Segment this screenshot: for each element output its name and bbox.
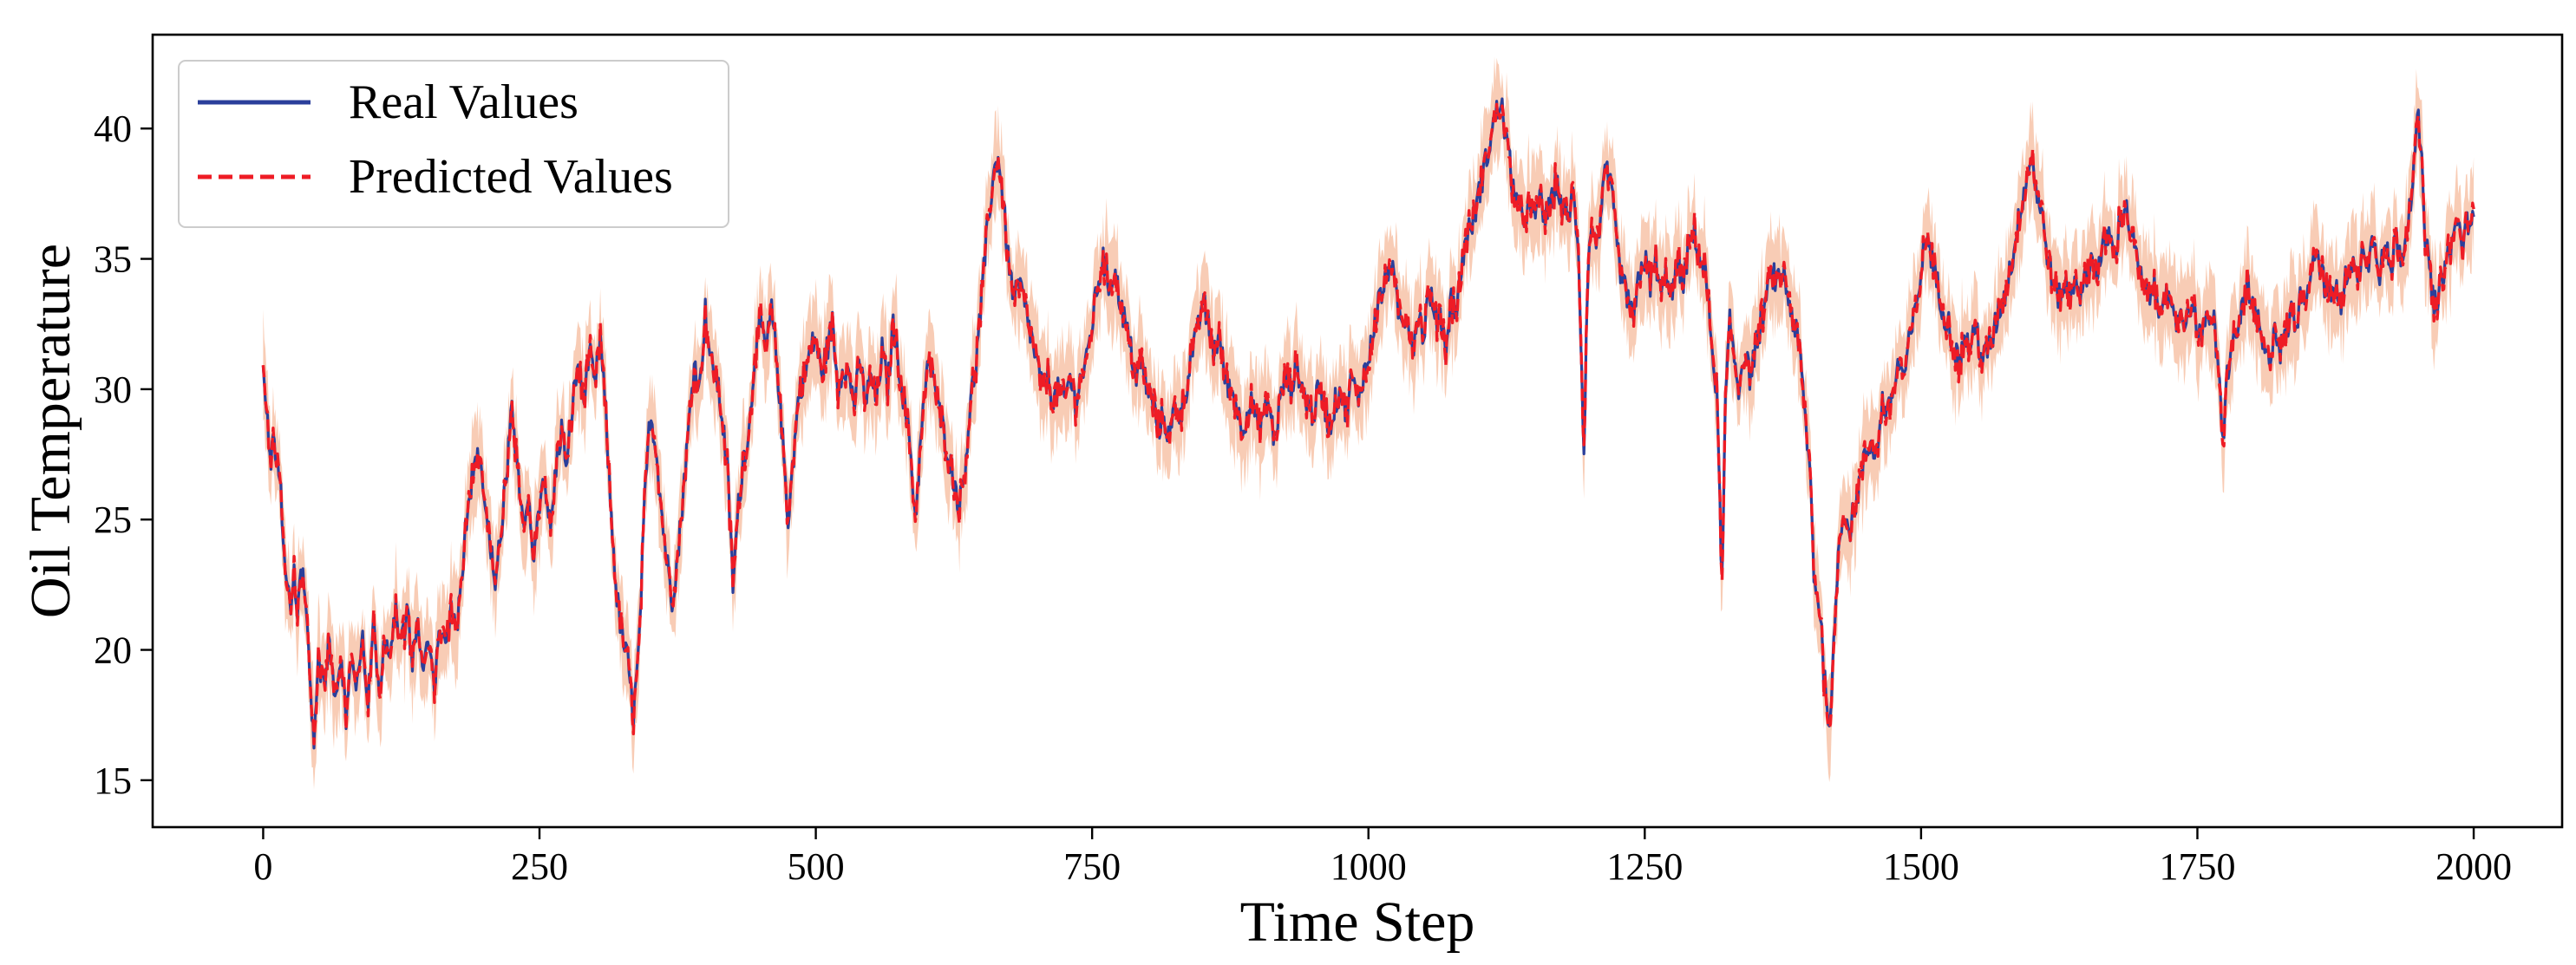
y-tick-label: 15 xyxy=(94,760,132,802)
y-tick-label: 35 xyxy=(94,238,132,281)
x-tick-label: 1250 xyxy=(1606,845,1683,888)
legend-real-label: Real Values xyxy=(349,75,579,129)
x-tick-label: 750 xyxy=(1063,845,1121,888)
x-tick-label: 1000 xyxy=(1330,845,1407,888)
x-tick-label: 500 xyxy=(788,845,845,888)
series-predicted-values-line xyxy=(261,102,2475,746)
y-tick-label: 20 xyxy=(94,629,132,672)
y-axis-title: Oil Temperature xyxy=(19,244,82,618)
axes: 0 250 500 750 1000 1250 1500 1750 2000 15 20 25 30 35… xyxy=(94,108,2512,888)
y-tick-label: 40 xyxy=(94,108,132,150)
plot-area xyxy=(261,56,2475,790)
y-tick-label: 25 xyxy=(94,499,132,541)
x-tick-label: 0 xyxy=(253,845,272,888)
legend: Real Values Predicted Values xyxy=(178,60,729,228)
x-tick-label: 2000 xyxy=(2435,845,2512,888)
legend-frame xyxy=(178,60,729,228)
x-tick-label: 1750 xyxy=(2159,845,2235,888)
legend-predicted-label: Predicted Values xyxy=(349,150,673,204)
prediction-band xyxy=(263,56,2475,790)
x-axis-title: Time Step xyxy=(1240,890,1475,954)
x-tick-label: 1500 xyxy=(1883,845,1959,888)
x-tick-label: 250 xyxy=(511,845,568,888)
y-tick-label: 30 xyxy=(94,368,132,411)
plot-frame xyxy=(151,33,2564,829)
